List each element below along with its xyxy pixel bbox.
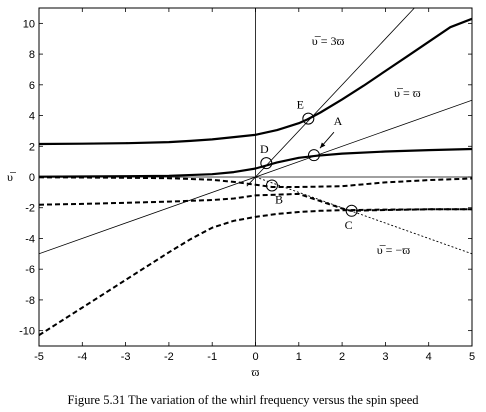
line-annotation-0: υ̅ = 3ϖ	[312, 34, 345, 48]
y-tick-label: 4	[29, 111, 35, 123]
axes-group	[38, 7, 473, 347]
x-tick-label: 4	[426, 351, 432, 363]
point-label-c: C	[345, 218, 353, 232]
x-tick-label: 1	[296, 351, 302, 363]
point-label-e: E	[297, 98, 304, 112]
arrow-head-a	[319, 142, 326, 149]
x-tick-label: -1	[207, 351, 217, 363]
line-annotation-2: υ̅ = −ϖ	[377, 243, 410, 257]
x-tick-label: 0	[252, 351, 258, 363]
point-label-d: D	[260, 142, 269, 156]
labels-group: -5 -4 -3 -2 -1 0 1 2 3 4 5-10-8-6-4-20246810ϖυ̅ABC…	[7, 18, 475, 407]
x-tick-label: -5	[34, 351, 44, 363]
x-tick-label: -2	[164, 351, 174, 363]
series-line-5	[246, 8, 415, 187]
x-tick-label: -4	[77, 351, 87, 363]
y-tick-label: 10	[23, 18, 35, 30]
x-tick-label: 5	[469, 351, 475, 363]
y-tick-label: -2	[25, 203, 35, 215]
x-tick-label: -3	[121, 351, 131, 363]
point-label-a: A	[334, 114, 343, 128]
point-label-b: B	[275, 192, 283, 206]
series-line-0	[39, 17, 472, 146]
y-tick-label: 6	[29, 80, 35, 92]
y-tick-label: 8	[29, 49, 35, 61]
x-axis-label: ϖ	[252, 365, 260, 379]
y-tick-label: 0	[29, 172, 35, 184]
x-tick-label: 3	[382, 351, 388, 363]
marked-points-group	[260, 112, 358, 217]
figure-caption: Figure 5.31 The variation of the whirl f…	[67, 393, 419, 407]
y-tick-label: -4	[25, 233, 35, 245]
y-tick-label: -10	[19, 326, 35, 338]
y-tick-label: -6	[25, 264, 35, 276]
x-tick-label: 2	[339, 351, 345, 363]
series-line-4	[39, 208, 472, 337]
y-axis-label: υ̅	[7, 170, 17, 184]
y-tick-label: 2	[29, 141, 35, 153]
point-marker-d	[260, 157, 273, 170]
y-tick-label: -8	[25, 295, 35, 307]
line-annotation-1: υ̅ = ϖ	[394, 86, 421, 100]
series-line-7	[255, 176, 472, 255]
point-marker-e	[302, 112, 315, 125]
point-marker-c	[345, 204, 358, 217]
point-marker-b	[265, 179, 278, 192]
point-marker-a	[307, 149, 320, 162]
